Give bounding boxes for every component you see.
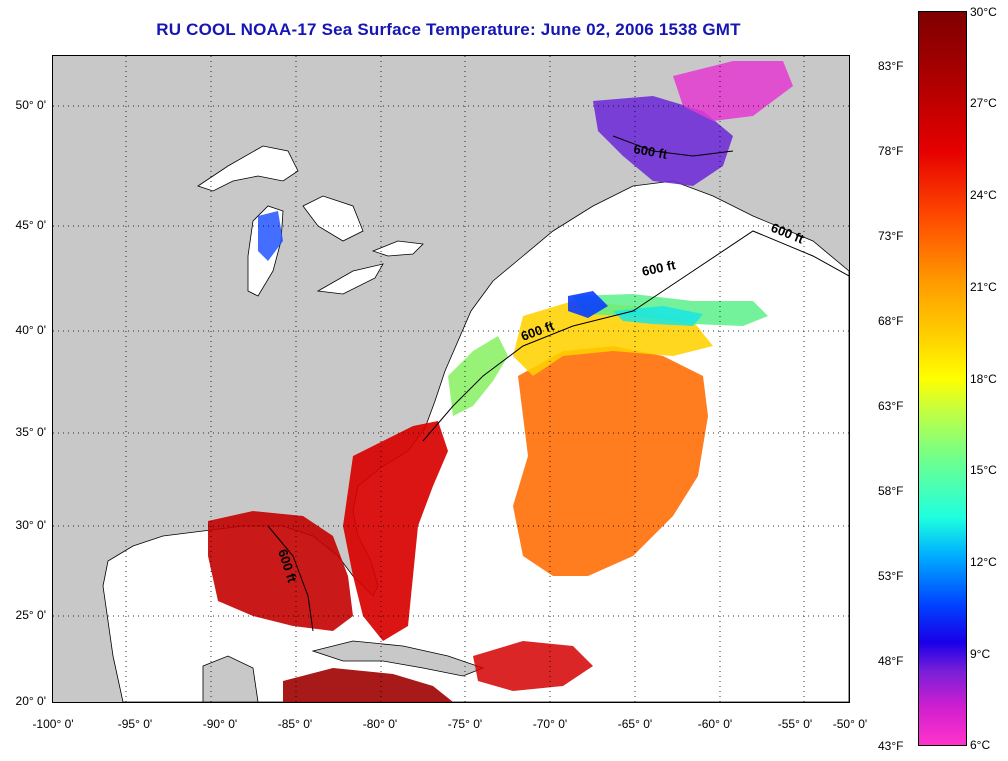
lat-label-20: 20° 0' xyxy=(15,694,46,708)
colorbar-c-label: 30°C xyxy=(970,5,997,19)
isobath-label: 600 ft xyxy=(641,257,678,279)
colorbar-c-label: 9°C xyxy=(970,647,991,661)
lat-label-50: 50° 0' xyxy=(15,98,46,112)
sst-gulf-maine-blue xyxy=(568,291,608,318)
map-canvas: 600 ft 600 ft 600 ft 600 ft 600 ft xyxy=(53,56,849,702)
sst-caribbean-warm xyxy=(283,668,453,702)
lon-label-70: -70° 0' xyxy=(532,717,568,731)
colorbar-f-label: 78°F xyxy=(878,144,904,158)
lat-label-40: 40° 0' xyxy=(15,323,46,337)
lon-label-50: -50° 0' xyxy=(832,717,868,731)
colorbar-f-label: 48°F xyxy=(878,654,904,668)
sst-stlawrence-purple xyxy=(593,96,733,186)
colorbar-c-label: 15°C xyxy=(970,463,997,477)
colorbar-f-label: 58°F xyxy=(878,484,904,498)
colorbar-c-label: 21°C xyxy=(970,280,997,294)
lake-erie xyxy=(316,263,384,295)
sst-gulf-stream-warm xyxy=(343,421,448,641)
lon-label-80: -80° 0' xyxy=(362,717,398,731)
sst-map: 600 ft 600 ft 600 ft 600 ft 600 ft xyxy=(52,55,850,703)
lake-ontario xyxy=(371,240,424,257)
lon-label-85: -85° 0' xyxy=(277,717,313,731)
lat-label-35: 35° 0' xyxy=(15,425,46,439)
temperature-colorbar xyxy=(918,11,967,746)
yucatan-land xyxy=(202,655,259,702)
sst-gulf-mexico-warm xyxy=(208,511,353,631)
lon-label-65: -65° 0' xyxy=(617,717,653,731)
isobath-label: 600 ft xyxy=(632,141,669,162)
colorbar-c-label: 12°C xyxy=(970,555,997,569)
cuba-land xyxy=(311,640,485,677)
colorbar-f-label: 68°F xyxy=(878,314,904,328)
lat-label-25: 25° 0' xyxy=(15,608,46,622)
colorbar-f-label: 53°F xyxy=(878,569,904,583)
isobath-600ft xyxy=(267,135,849,632)
lon-label-60: -60° 0' xyxy=(697,717,733,731)
lon-label-75: -75° 0' xyxy=(447,717,483,731)
colorbar-c-label: 27°C xyxy=(970,96,997,110)
colorbar-f-label: 43°F xyxy=(878,739,904,753)
lon-label-90: -90° 0' xyxy=(202,717,238,731)
colorbar-c-label: 18°C xyxy=(970,372,997,386)
colorbar-c-label: 6°C xyxy=(970,738,991,752)
lon-label-100: -100° 0' xyxy=(32,717,74,731)
lake-superior xyxy=(197,145,299,192)
sst-offshore-orange xyxy=(513,346,708,576)
lon-label-55: -55° 0' xyxy=(777,717,813,731)
colorbar-f-label: 73°F xyxy=(878,229,904,243)
colorbar-c-label: 24°C xyxy=(970,188,997,202)
lon-label-95: -95° 0' xyxy=(117,717,153,731)
map-title: RU COOL NOAA-17 Sea Surface Temperature:… xyxy=(156,20,741,39)
lat-label-30: 30° 0' xyxy=(15,518,46,532)
lat-label-45: 45° 0' xyxy=(15,218,46,232)
sst-caribbean-red-2 xyxy=(473,641,593,691)
colorbar-f-label: 83°F xyxy=(878,59,904,73)
sst-lake-michigan-blue xyxy=(258,211,283,261)
colorbar-f-label: 63°F xyxy=(878,399,904,413)
